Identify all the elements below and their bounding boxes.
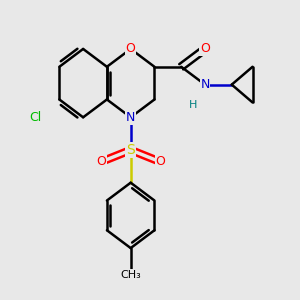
- Text: O: O: [96, 155, 106, 168]
- Text: Cl: Cl: [29, 111, 42, 124]
- Text: O: O: [126, 42, 136, 56]
- Text: O: O: [200, 42, 210, 56]
- Text: N: N: [126, 111, 135, 124]
- Text: CH₃: CH₃: [120, 270, 141, 280]
- Text: S: S: [126, 143, 135, 157]
- Text: H: H: [189, 100, 197, 110]
- Text: N: N: [200, 78, 210, 91]
- Text: O: O: [155, 155, 165, 168]
